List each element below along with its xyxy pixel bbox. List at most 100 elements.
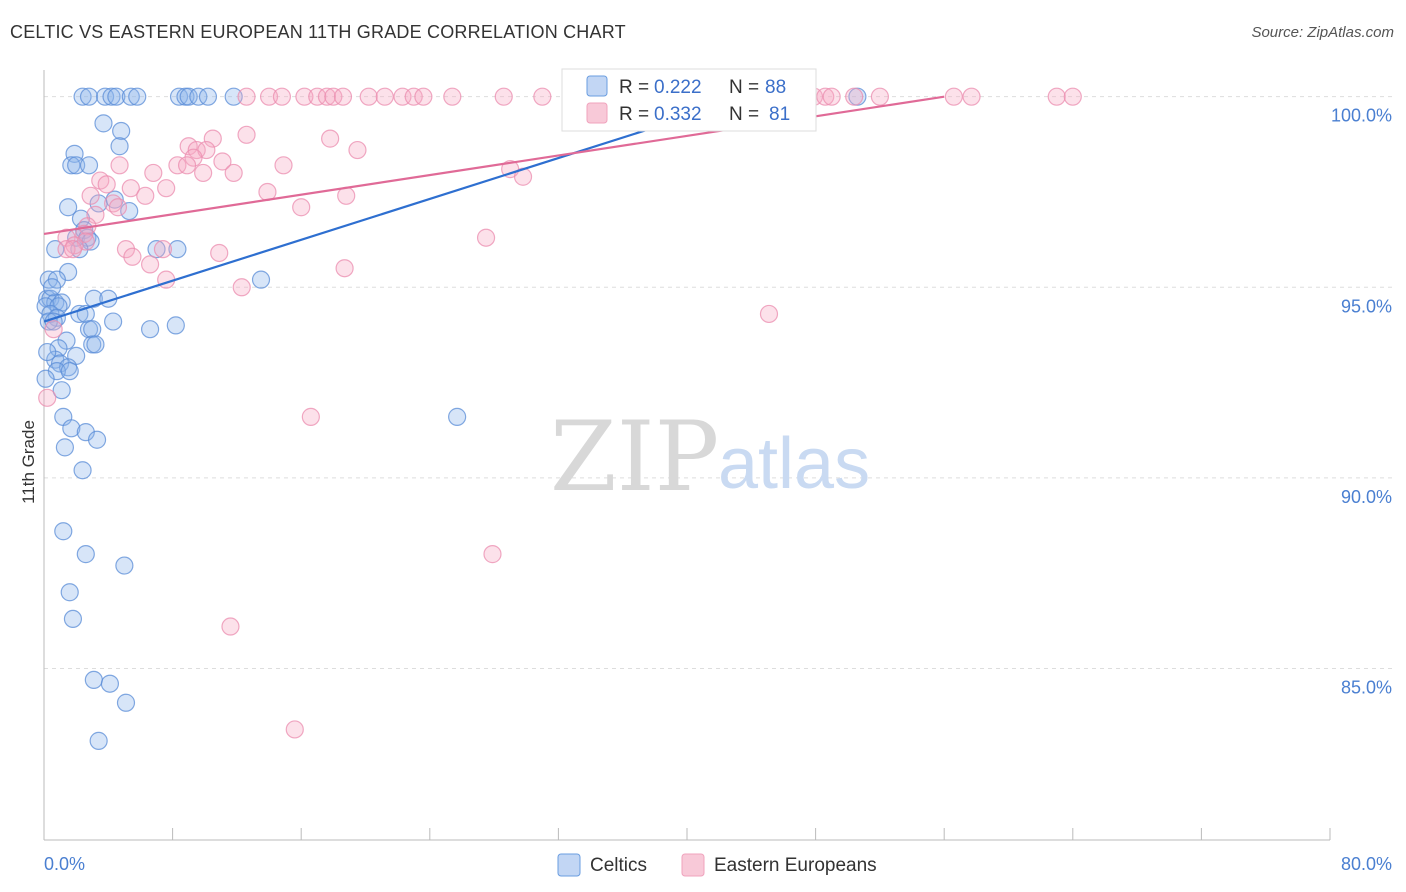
celtics-point-81 [100,674,120,693]
celtics-point-0 [73,87,92,106]
grid-lines [44,96,1395,669]
celtics-point-32 [147,240,166,259]
eastern-point-80 [285,720,304,739]
legend-r-label-eastern: R = [619,104,649,125]
celtics-point-16 [110,137,129,156]
celtics-point-86 [42,278,62,297]
eastern-point-11 [404,87,423,106]
celtics-point-68 [448,407,467,426]
watermark-atlas: atlas [718,424,870,504]
celtics-point-80 [84,670,103,690]
celtics-point-20 [79,156,99,175]
celtics-point-58 [49,339,68,358]
axes [43,70,1331,841]
celtics-point-84 [36,369,55,388]
celtics-point-4 [107,87,126,106]
series-legend: Celtics Eastern Europeans [557,853,877,877]
celtics-point-10 [189,87,208,106]
eastern-point-23 [870,87,890,106]
celtics-point-5 [121,87,140,106]
legend-n-eastern: 81 [769,104,790,125]
legend-swatch-eastern [586,102,608,124]
eastern-point-6 [324,87,343,106]
eastern-point-24 [944,87,963,106]
eastern-point-71 [335,259,354,278]
celtics-point-79 [63,609,83,629]
eastern-point-39 [110,156,129,175]
legend-n-label-celtics: N = [729,77,759,98]
eastern-point-28 [237,125,256,144]
celtics-point-3 [102,87,121,106]
eastern-point-42 [144,163,163,183]
y-axis-label: 11th Grade [19,420,38,504]
eastern-point-78 [483,545,502,564]
celtics-point-52 [104,312,123,331]
eastern-point-43 [194,163,213,183]
eastern-point-70 [140,255,160,274]
eastern-point-7 [333,87,353,106]
eastern-point-26 [1047,87,1066,106]
celtics-point-33 [168,240,187,259]
legend-n-label-eastern: N = [729,104,759,125]
eastern-point-75 [44,320,63,339]
watermark-zip: ZIP [550,401,719,513]
celtics-point-19 [67,156,86,175]
legend-r-eastern: 0.332 [654,104,702,125]
eastern-point-35 [184,148,203,167]
eastern-point-76 [38,388,57,407]
eastern-point-73 [232,278,251,297]
y-tick-label-1: 95.0% [1341,296,1392,316]
celtics-point-7 [169,87,189,106]
celtics-point-72 [87,430,107,449]
eastern-point-69 [210,243,229,263]
celtics-point-54 [83,320,102,339]
eastern-point-79 [221,617,240,636]
eastern-point-34 [348,140,367,160]
celtics-point-15 [112,121,131,141]
eastern-point-44 [224,163,243,183]
bottom-legend-celtics: Celtics [590,855,647,876]
y-tick-label-3: 85.0% [1341,677,1392,697]
eastern-point-21 [822,87,841,106]
celtics-point-56 [166,316,185,335]
eastern-point-64 [57,240,76,259]
celtics-point-24 [120,201,139,221]
y-tick-label-0: 100.0% [1331,106,1392,126]
eastern-point-9 [375,87,394,106]
celtics-point-76 [76,545,95,564]
y-tick-label-2: 90.0% [1341,487,1392,507]
celtics-point-75 [54,522,73,541]
eastern-point-74 [759,304,779,324]
eastern-point-5 [317,87,337,106]
eastern-point-40 [274,156,293,175]
eastern-point-56 [108,198,128,217]
celtics-point-11 [198,87,218,106]
celtics-point-74 [73,461,92,480]
celtics-point-70 [62,419,81,438]
eastern-point-20 [816,87,835,106]
celtics-trend-line [43,95,752,323]
eastern-point-38 [177,156,197,175]
legend-r-label-celtics: R = [619,77,649,98]
bottom-legend-swatch-eastern [681,853,705,877]
celtics-point-9 [179,87,198,106]
eastern-point-30 [203,129,222,148]
eastern-point-37 [168,156,187,175]
eastern-point-1 [259,87,279,106]
x-tick-min: 0.0% [44,854,85,874]
eastern-point-49 [157,179,176,198]
eastern-point-29 [321,129,340,148]
x-tick-max: 80.0% [1341,854,1392,874]
celtics-point-14 [94,114,113,133]
eastern-point-65 [63,240,83,259]
celtics-point-17 [65,144,84,163]
legend-n-celtics: 88 [765,77,786,98]
celtics-point-1 [79,87,99,106]
eastern-point-77 [301,407,320,426]
celtics-point-18 [62,156,81,175]
celtics-point-83 [89,731,108,750]
celtics-point-12 [224,87,243,106]
celtics-point-42 [84,289,103,308]
eastern-point-12 [414,87,433,106]
